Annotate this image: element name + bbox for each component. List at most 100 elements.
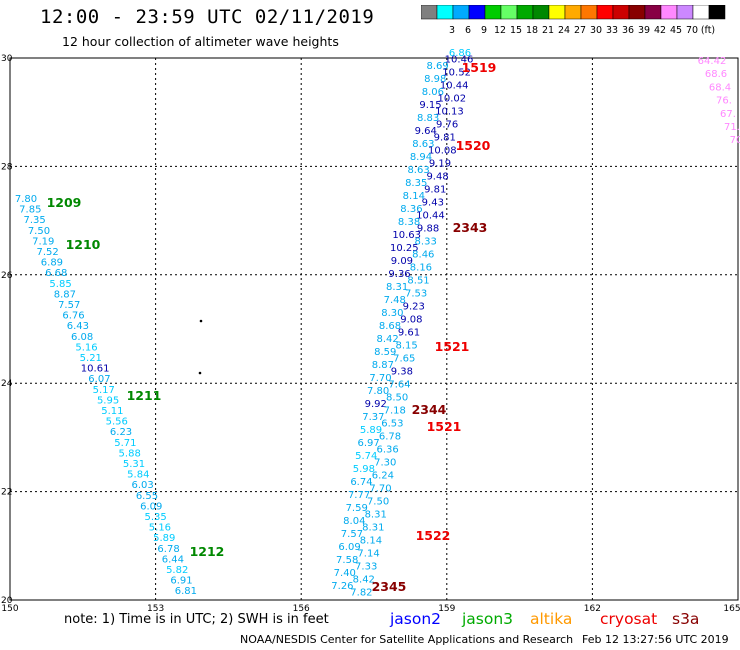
pass-time-label: 1209	[47, 195, 82, 210]
island-dot	[198, 371, 202, 375]
pass-time-label: 2344	[412, 402, 447, 417]
longitude-label: 165	[723, 604, 740, 612]
wave-height-value: 10.02	[438, 94, 467, 105]
wave-height-value: 8.06	[422, 87, 444, 98]
wave-height-value: 5.88	[119, 448, 141, 459]
scale-label: 27	[574, 25, 586, 36]
wave-height-value: 7.64	[388, 380, 410, 391]
wave-height-value: 5.71	[114, 438, 136, 449]
wave-height-value: 8.15	[396, 341, 418, 352]
wave-height-value: 8.69	[426, 61, 448, 72]
wave-height-value: 8.63	[407, 165, 429, 176]
wave-height-value: 6.03	[132, 480, 154, 491]
satellite-tracks: 7.807.857.357.507.197.526.896.685.858.87…	[15, 48, 740, 599]
wave-height-value: 76.	[716, 96, 732, 107]
wave-height-value: 6.55	[136, 491, 158, 502]
wave-height-value: 8.14	[360, 536, 382, 547]
wave-height-value: 6.36	[376, 445, 398, 456]
scale-label: (ft)	[701, 25, 715, 36]
pass-time-label: 1519	[462, 60, 497, 75]
wave-height-value: 7.59	[346, 503, 368, 514]
wave-height-value: 64.42	[698, 56, 727, 67]
pass-time-labels: 1209 1210 1211 1212 1519 1520 2343 1521 2344 1521…	[47, 60, 497, 594]
scale-label: 9	[481, 25, 487, 36]
wave-height-value: 8.63	[412, 139, 434, 150]
wave-height-value: 6.76	[62, 311, 84, 322]
wave-height-value: 7.58	[336, 555, 358, 566]
scale-label: 3	[449, 25, 455, 36]
wave-height-value: 5.16	[75, 342, 97, 353]
wave-height-value: 8.51	[407, 276, 429, 287]
wave-height-value: 9.76	[436, 120, 458, 131]
latitude-label: 26	[1, 271, 13, 281]
wave-height-value: 7.50	[28, 226, 50, 237]
wave-height-value: 6.53	[381, 419, 403, 430]
wave-height-value: 5.11	[101, 406, 123, 417]
wave-height-value: 8.98	[424, 74, 446, 85]
wave-height-value: 10.25	[390, 243, 419, 254]
wave-height-value: 71.	[724, 122, 740, 133]
wave-height-value: 10.13	[435, 107, 464, 118]
legend-jason3: jason3	[462, 610, 514, 628]
longitude-label: 153	[147, 604, 164, 612]
wave-height-value: 8.38	[398, 217, 420, 228]
pass-time-label: 1212	[190, 544, 225, 559]
wave-height-value: 7.57	[58, 300, 80, 311]
wave-height-value: 6.78	[157, 544, 179, 555]
legend-cryosat: cryosat	[600, 610, 658, 628]
wave-height-value: 7.40	[334, 568, 356, 579]
pass-time-label: 1210	[66, 237, 101, 252]
wave-height-value: 8.87	[372, 360, 394, 371]
wave-height-value: 7.70	[369, 484, 391, 495]
wave-height-value: 8.94	[410, 152, 432, 163]
wave-height-value: 10.61	[81, 364, 110, 375]
scale-label: 42	[654, 25, 666, 36]
wave-height-value: 8.16	[410, 263, 432, 274]
wave-height-value: 9.15	[419, 100, 441, 111]
wave-height-value: 7.80	[15, 194, 37, 205]
wave-height-value: 8.33	[415, 237, 437, 248]
scale-label: 12	[494, 25, 506, 36]
wave-height-value: 6.08	[71, 332, 93, 343]
wave-height-value: 7.57	[341, 529, 363, 540]
longitude-label: 156	[293, 604, 310, 612]
color-scale: 3 6 9 12 15 18 21 24 27 30 33 36 39 42 45 70 (ft)	[421, 5, 726, 36]
latitude-label: 24	[1, 379, 13, 389]
legend-altika: altika	[530, 610, 573, 628]
island-dot	[199, 319, 203, 323]
wave-height-value: 7.33	[355, 562, 377, 573]
wave-height-value: 9.61	[398, 328, 420, 339]
scale-label: 18	[526, 25, 538, 36]
wave-height-value: 7.50	[367, 497, 389, 508]
scale-label: 15	[510, 25, 522, 36]
wave-height-value: 7.77	[348, 490, 370, 501]
wave-height-value: 8.68	[379, 321, 401, 332]
scale-label: 30	[590, 25, 602, 36]
scale-label: 6	[465, 25, 471, 36]
wave-height-value: 68.6	[705, 69, 727, 80]
pass-time-label: 2343	[453, 220, 488, 235]
map-note: note: 1) Time is in UTC; 2) SWH is in fe…	[64, 612, 329, 627]
wave-height-value: 5.89	[153, 533, 175, 544]
wave-height-value: 6.09	[338, 542, 360, 553]
wave-height-value: 5.56	[106, 417, 128, 428]
wave-height-value: 5.82	[166, 565, 188, 576]
wave-height-value: 9.81	[434, 133, 456, 144]
wave-height-value: 9.36	[388, 269, 410, 280]
wave-height-value: 9.19	[429, 159, 451, 170]
wave-height-value: 9.08	[400, 315, 422, 326]
wave-height-value: 6.74	[350, 477, 372, 488]
wave-height-value: 9.38	[391, 367, 413, 378]
wave-height-value: 6.97	[357, 438, 379, 449]
wave-height-value: 8.83	[417, 113, 439, 124]
pass-time-label: 1521	[435, 339, 470, 354]
wave-height-value: 9.81	[424, 185, 446, 196]
wave-height-value: 5.21	[80, 353, 102, 364]
wave-height-value: 5.74	[355, 451, 377, 462]
wave-height-value: 9.48	[426, 172, 448, 183]
wave-height-value: 9.43	[422, 198, 444, 209]
wave-height-value: 6.44	[162, 554, 184, 565]
pass-time-label: 1522	[416, 528, 451, 543]
map-grid	[10, 58, 738, 600]
page-title: 12:00 - 23:59 UTC 02/11/2019	[40, 6, 375, 28]
